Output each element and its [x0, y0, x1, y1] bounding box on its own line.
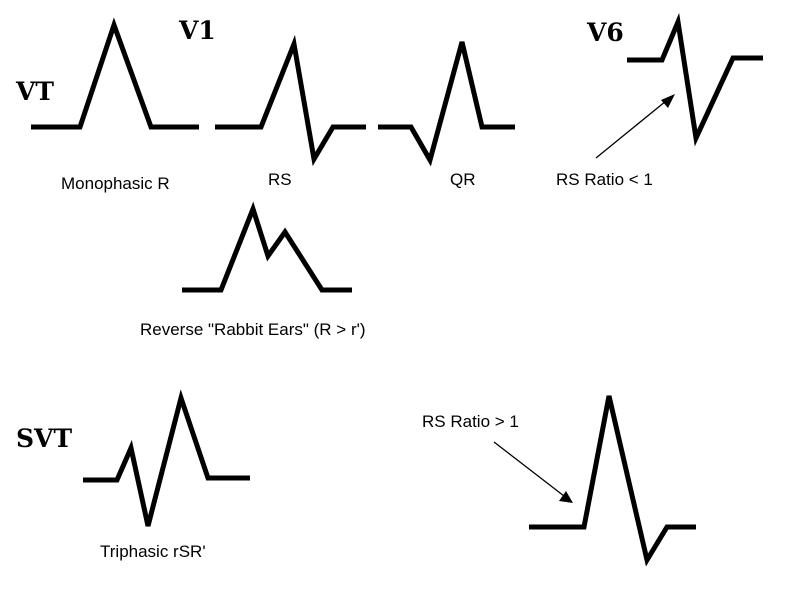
- waveform-reverse-rabbit-ears: [182, 201, 352, 293]
- waveform-v6-rs-ratio-gt-1: [529, 395, 696, 567]
- svt-heading: SVT: [16, 424, 72, 453]
- arrowhead-rs-ratio-gt-1: [559, 491, 573, 503]
- caption-rs-ratio-lt-1: RS Ratio < 1: [556, 170, 653, 189]
- arrowhead-rs-ratio-lt-1: [661, 94, 675, 108]
- lead-v6-heading: V6: [586, 18, 624, 47]
- lead-v1-heading: V1: [178, 16, 216, 45]
- caption-reverse-rabbit-ears: Reverse "Rabbit Ears" (R > r'): [140, 320, 366, 339]
- waveform-qr: [378, 41, 515, 167]
- arrow-rs-ratio-gt-1: [493, 441, 565, 497]
- caption-qr: QR: [450, 170, 476, 189]
- waveform-rs: [215, 34, 366, 167]
- vt-heading: VT: [15, 77, 54, 106]
- caption-rs: RS: [268, 170, 292, 189]
- caption-triphasic-rsr: Triphasic rSR': [100, 542, 206, 561]
- arrow-rs-ratio-lt-1: [595, 100, 667, 159]
- caption-monophasic-r: Monophasic R: [61, 174, 170, 193]
- waveform-v6-rs-ratio-lt-1: [627, 12, 763, 147]
- waveform-monophasic-r: [31, 17, 199, 130]
- waveform-triphasic-rsr: [83, 389, 250, 527]
- caption-rs-ratio-gt-1: RS Ratio > 1: [422, 412, 519, 431]
